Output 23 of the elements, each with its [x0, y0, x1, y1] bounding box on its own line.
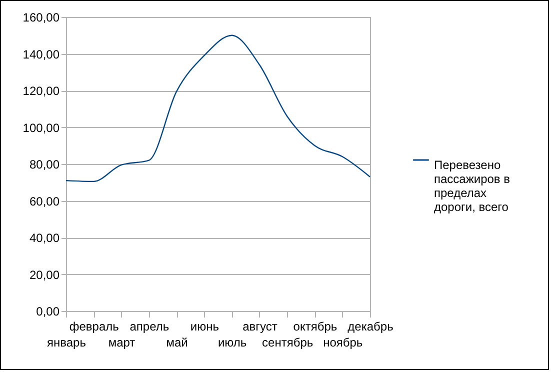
- y-tick-label: 20,00: [29, 268, 60, 282]
- x-tick-label: февраль: [69, 320, 119, 334]
- y-tick-label: 120,00: [22, 84, 60, 98]
- x-tick-label: январь: [47, 336, 86, 350]
- x-tick-label: сентябрь: [262, 336, 314, 350]
- x-tick-label: август: [242, 320, 278, 334]
- y-tick-label: 80,00: [29, 158, 60, 172]
- x-tick-label: март: [108, 336, 136, 350]
- x-tick-label: декабрь: [348, 320, 394, 334]
- x-tick-label: октябрь: [293, 320, 338, 334]
- x-tick-label: ноябрь: [323, 336, 363, 350]
- x-tick-label: апрель: [130, 320, 170, 334]
- x-tick-label: июль: [218, 336, 247, 350]
- y-tick-label: 0,00: [36, 304, 60, 318]
- legend-label: Перевезено пассажиров в пределах дороги, всего: [434, 158, 510, 214]
- x-tick-label: май: [166, 336, 188, 350]
- y-tick-label: 100,00: [22, 120, 60, 135]
- y-tick-label: 140,00: [22, 47, 60, 62]
- line-series: [65, 34, 371, 182]
- y-tick-label: 160,00: [22, 10, 60, 24]
- y-tick-label: 40,00: [29, 231, 60, 245]
- y-tick-label: 60,00: [29, 194, 60, 208]
- x-tick-label: июнь: [190, 320, 219, 334]
